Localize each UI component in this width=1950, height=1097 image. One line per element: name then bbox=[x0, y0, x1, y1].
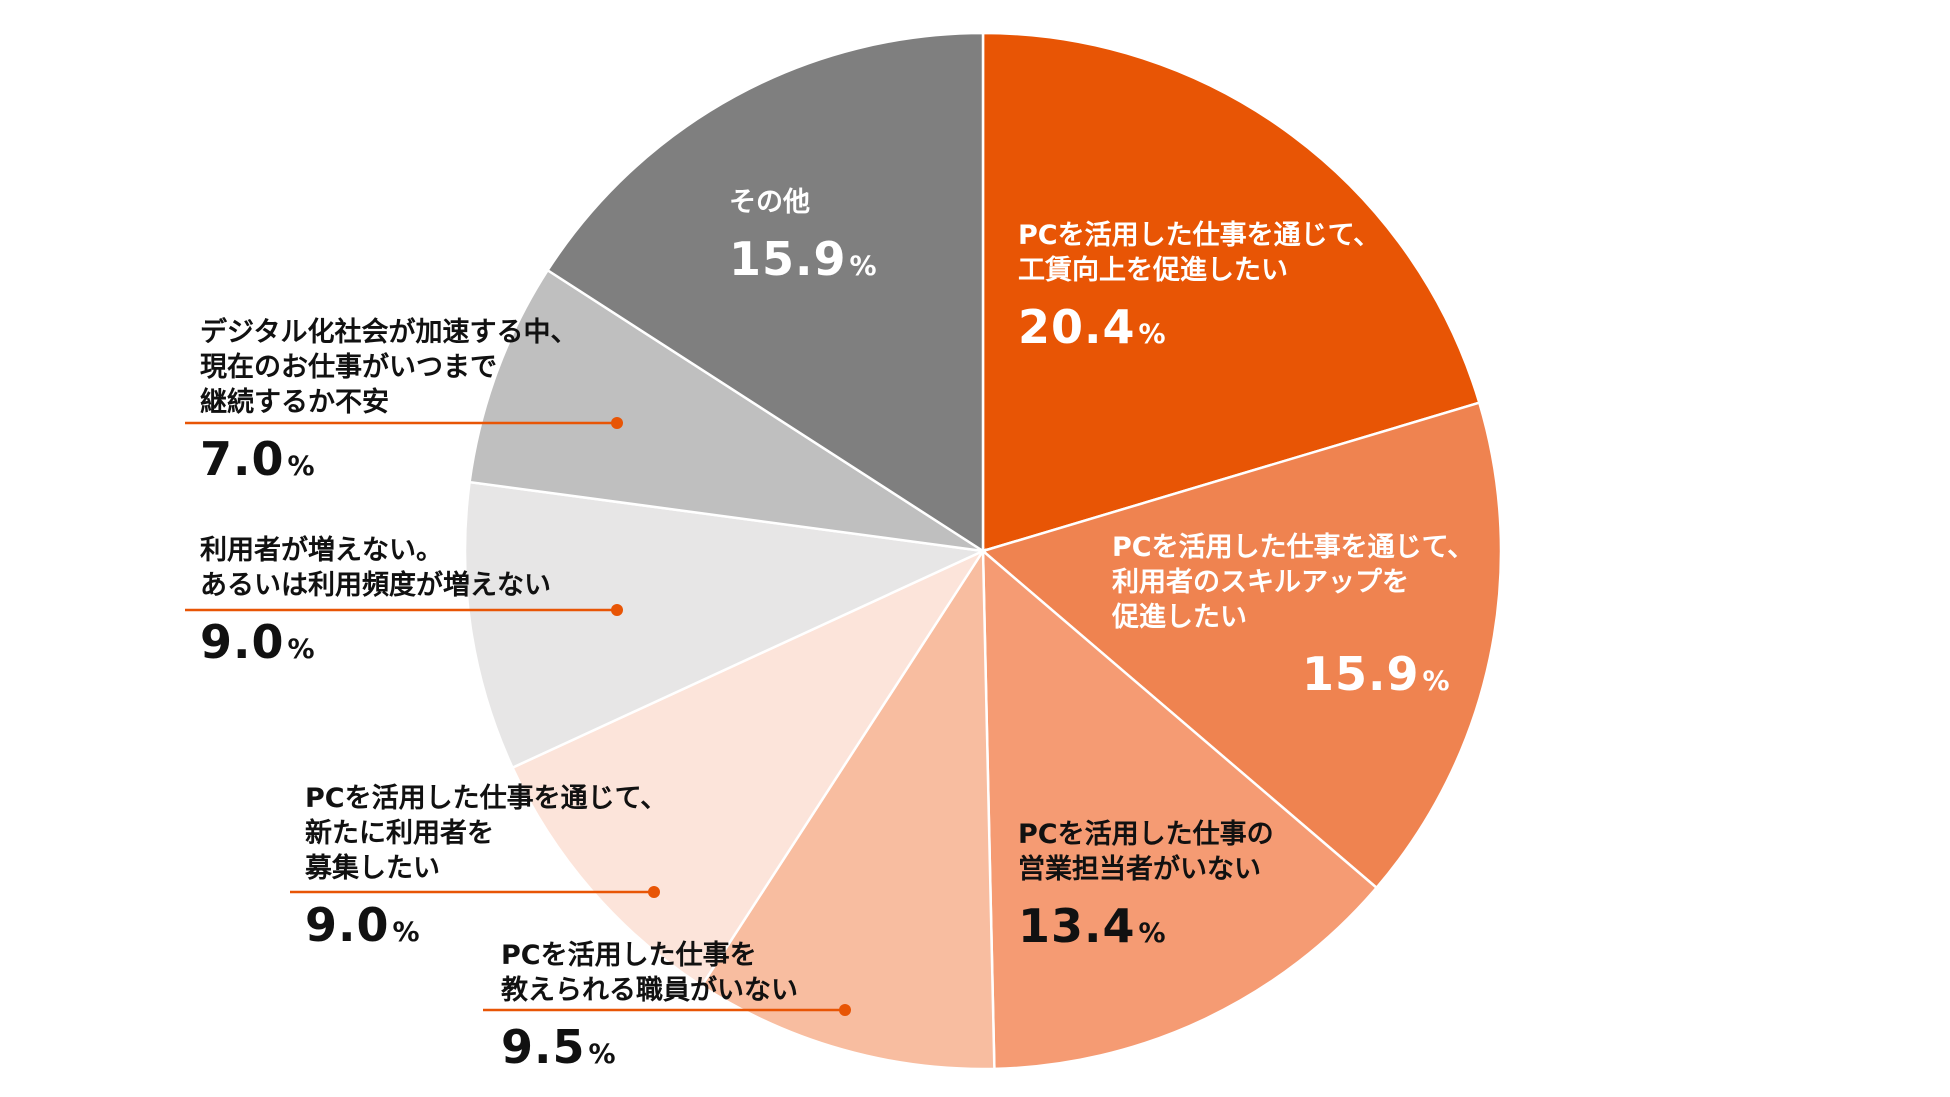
slice-category-line: あるいは利用頻度が増えない bbox=[200, 570, 551, 602]
slice-value-number: 15.9 bbox=[729, 232, 847, 287]
slice-value: 9.0% bbox=[200, 617, 551, 668]
slice-value-number: 9.0 bbox=[200, 615, 285, 670]
slice-category-line: PCを活用した仕事の bbox=[1018, 819, 1274, 850]
slice-value-number: 7.0 bbox=[200, 432, 285, 487]
slice-value-unit: % bbox=[392, 917, 420, 949]
slice-value: 7.0% bbox=[200, 434, 577, 485]
pie-slice-7 bbox=[545, 31, 985, 554]
pie-slice-6 bbox=[468, 268, 984, 553]
slice-value-number: 9.0 bbox=[305, 898, 390, 953]
slice-label-0: PCを活用した仕事を通じて、 工賃向上を促進したい 20.4% bbox=[1018, 218, 1380, 353]
slice-label-7: その他 15.9% bbox=[729, 185, 877, 285]
slice-value-unit: % bbox=[1422, 666, 1450, 698]
slice-value: 9.0% bbox=[305, 900, 667, 951]
slice-value-unit: % bbox=[849, 251, 877, 283]
slice-category-line: PCを活用した仕事を通じて、 bbox=[305, 783, 668, 814]
slice-label-3: PCを活用した仕事を教えられる職員がいない 9.5% bbox=[501, 938, 798, 1073]
slice-value-number: 20.4 bbox=[1018, 300, 1136, 355]
pie-slice-1 bbox=[980, 401, 1503, 890]
leader-dot-3 bbox=[839, 1004, 851, 1016]
slice-category: PCを活用した仕事の 営業担当者がいない bbox=[1018, 817, 1274, 887]
slice-category-line: 工賃向上を促進したい bbox=[1018, 255, 1288, 287]
slice-category-line: 新たに利用者を bbox=[305, 818, 494, 850]
slice-category-line: PCを活用した仕事を bbox=[501, 940, 757, 971]
slice-category-line: 営業担当者がいない bbox=[1018, 854, 1261, 886]
slice-category: 利用者が増えない。あるいは利用頻度が増えない bbox=[200, 533, 551, 603]
slice-category-line: 継続するか不安 bbox=[200, 387, 389, 419]
slice-category-line: 教えられる職員がいない bbox=[501, 975, 798, 1007]
slice-category: PCを活用した仕事を教えられる職員がいない bbox=[501, 938, 798, 1008]
slice-label-6: デジタル化社会が加速する中、 現在のお仕事がいつまで 継続するか不安 7.0% bbox=[200, 315, 577, 485]
slice-label-5: 利用者が増えない。あるいは利用頻度が増えない 9.0% bbox=[200, 533, 551, 668]
slice-value-unit: % bbox=[287, 634, 315, 666]
slice-value: 13.4% bbox=[1018, 901, 1274, 952]
pie-slice-5 bbox=[463, 480, 988, 770]
slice-category-line: 募集したい bbox=[305, 853, 440, 885]
slice-label-2: PCを活用した仕事の 営業担当者がいない 13.4% bbox=[1018, 817, 1274, 952]
leader-dot-4 bbox=[648, 886, 660, 898]
pie-slice-2 bbox=[981, 548, 1379, 1071]
slice-value-number: 13.4 bbox=[1018, 899, 1136, 954]
slice-category-line: 利用者のスキルアップを bbox=[1112, 567, 1409, 599]
slice-category-line: PCを活用した仕事を通じて、 bbox=[1112, 532, 1475, 563]
leader-dot-6 bbox=[611, 417, 623, 429]
slice-value-number: 15.9 bbox=[1302, 647, 1420, 702]
slice-value-unit: % bbox=[1138, 319, 1166, 351]
pie-slice-0 bbox=[981, 31, 1481, 553]
slice-category: その他 bbox=[729, 185, 877, 220]
pie-slice-3 bbox=[699, 546, 996, 1071]
slice-category: デジタル化社会が加速する中、 現在のお仕事がいつまで 継続するか不安 bbox=[200, 315, 577, 420]
slice-value: 15.9% bbox=[1302, 649, 1474, 700]
slice-category: PCを活用した仕事を通じて、 利用者のスキルアップを 促進したい bbox=[1112, 530, 1474, 635]
slice-category-line: PCを活用した仕事を通じて、 bbox=[1018, 220, 1381, 251]
slice-value-unit: % bbox=[588, 1039, 616, 1071]
slice-category: PCを活用した仕事を通じて、 工賃向上を促進したい bbox=[1018, 218, 1380, 288]
slice-label-4: PCを活用した仕事を通じて、 新たに利用者を 募集したい 9.0% bbox=[305, 781, 667, 951]
slice-value: 15.9% bbox=[729, 234, 877, 285]
slice-category: PCを活用した仕事を通じて、 新たに利用者を 募集したい bbox=[305, 781, 667, 886]
pie-slice-4 bbox=[510, 548, 987, 988]
slice-value-number: 9.5 bbox=[501, 1020, 586, 1075]
slice-category-line: 現在のお仕事がいつまで bbox=[200, 352, 497, 384]
slice-value-unit: % bbox=[1138, 918, 1166, 950]
slice-value: 9.5% bbox=[501, 1022, 798, 1073]
leader-dot-5 bbox=[611, 604, 623, 616]
slice-category-line: 利用者が増えない。 bbox=[200, 535, 443, 566]
slice-value-unit: % bbox=[287, 451, 315, 483]
slice-category-line: デジタル化社会が加速する中、 bbox=[200, 317, 578, 348]
slice-label-1: PCを活用した仕事を通じて、 利用者のスキルアップを 促進したい 15.9% bbox=[1112, 530, 1474, 700]
slice-category-line: その他 bbox=[729, 187, 810, 218]
slice-value: 20.4% bbox=[1018, 302, 1380, 353]
slice-category-line: 促進したい bbox=[1112, 602, 1247, 634]
